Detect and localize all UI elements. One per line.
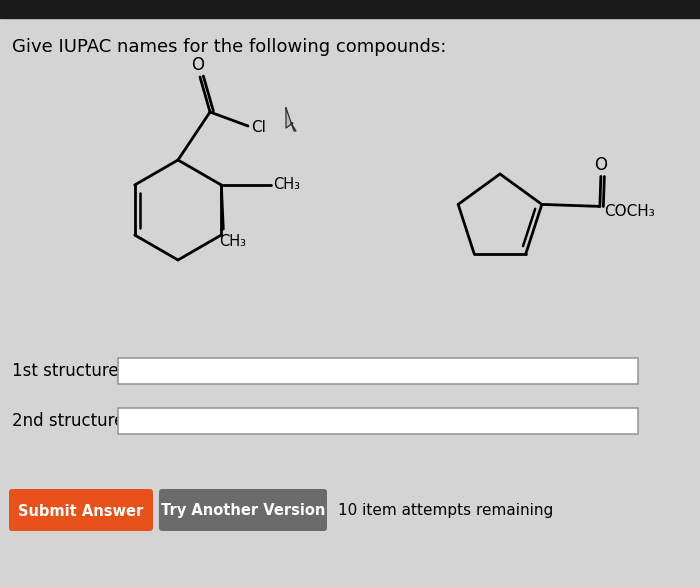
Text: O: O bbox=[594, 156, 608, 174]
FancyBboxPatch shape bbox=[9, 489, 153, 531]
Text: 10 item attempts remaining: 10 item attempts remaining bbox=[338, 504, 553, 518]
Text: 1st structure:: 1st structure: bbox=[12, 362, 125, 380]
Text: Cl: Cl bbox=[251, 120, 266, 134]
Text: COCH₃: COCH₃ bbox=[604, 204, 655, 219]
Text: 2nd structure:: 2nd structure: bbox=[12, 412, 130, 430]
Text: CH₃: CH₃ bbox=[219, 234, 246, 248]
Bar bbox=[0, 0, 700, 18]
FancyBboxPatch shape bbox=[159, 489, 327, 531]
Text: Try Another Version: Try Another Version bbox=[161, 504, 326, 518]
Text: CH₃: CH₃ bbox=[273, 177, 300, 191]
Text: O: O bbox=[192, 56, 204, 74]
Text: Give IUPAC names for the following compounds:: Give IUPAC names for the following compo… bbox=[12, 38, 447, 56]
Polygon shape bbox=[286, 108, 296, 131]
FancyBboxPatch shape bbox=[118, 408, 638, 434]
FancyBboxPatch shape bbox=[118, 358, 638, 384]
Text: Submit Answer: Submit Answer bbox=[18, 504, 144, 518]
